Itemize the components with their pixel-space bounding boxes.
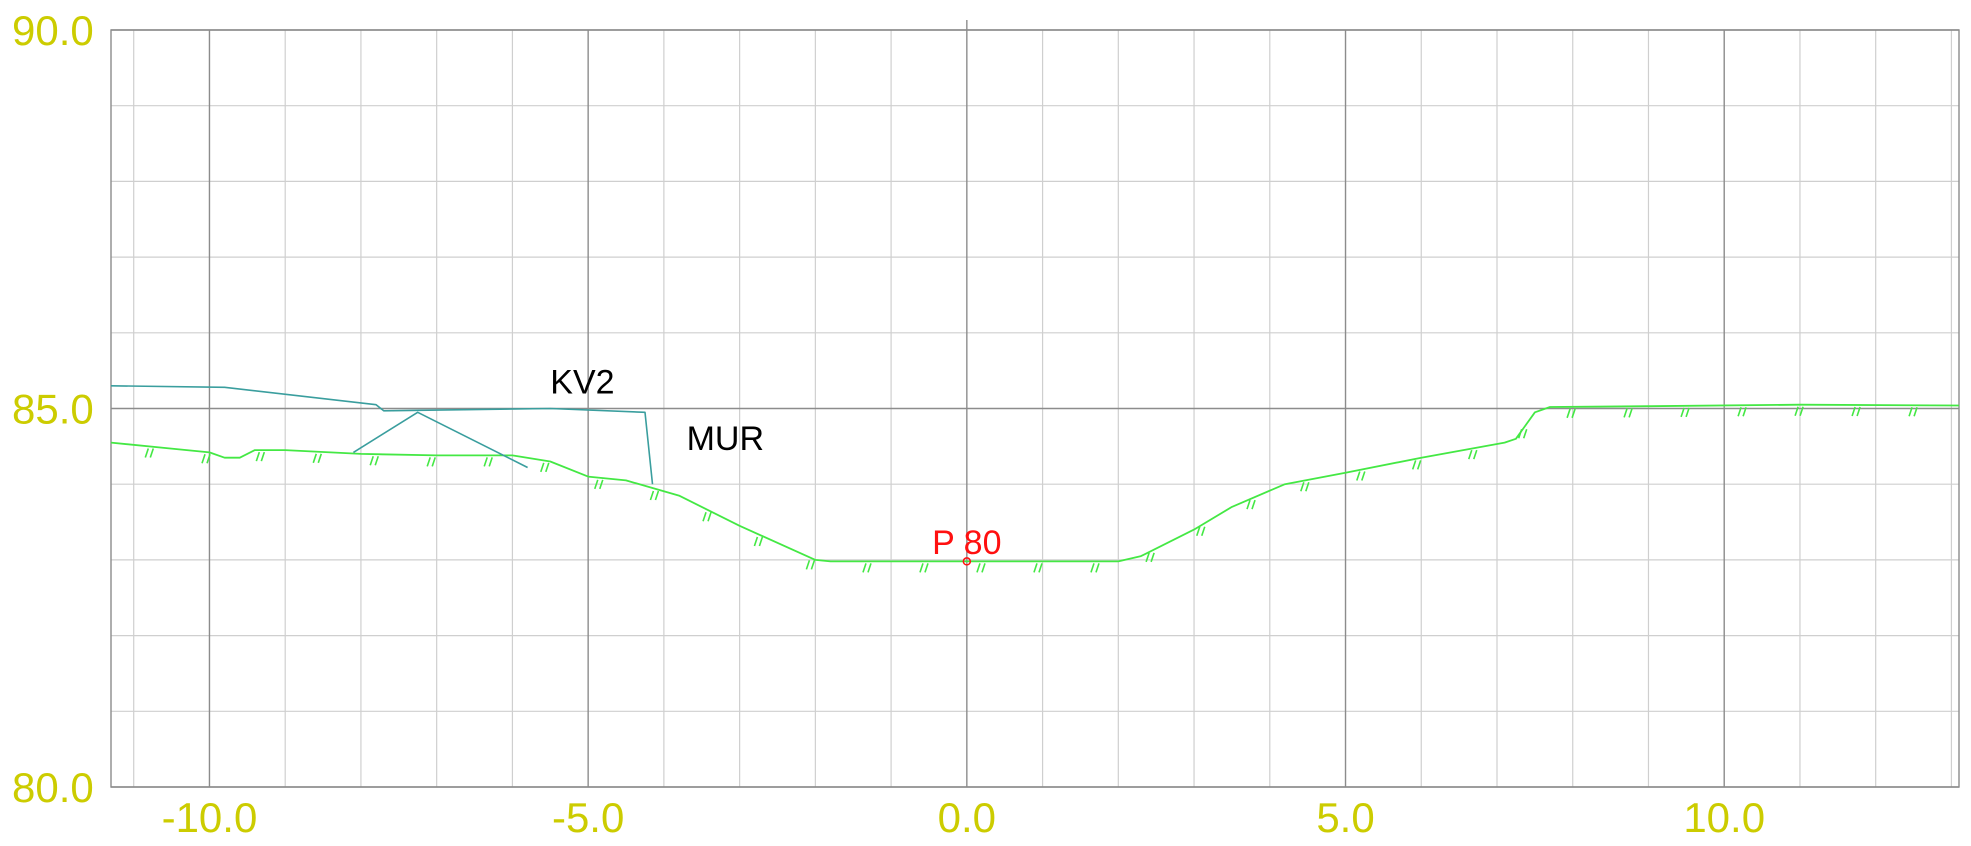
terrain-hatch-mark bbox=[1737, 407, 1742, 417]
survey-point-marker bbox=[962, 557, 972, 566]
terrain-hatch-mark bbox=[810, 560, 816, 570]
terrain-hatch-mark bbox=[1251, 499, 1256, 510]
terrain-hatch-mark bbox=[976, 563, 981, 573]
annotation-label: KV2 bbox=[550, 363, 614, 401]
terrain-hatch-mark bbox=[702, 512, 707, 522]
terrain-hatch-mark bbox=[483, 457, 488, 467]
terrain-hatch-mark bbox=[317, 453, 323, 464]
x-tick-label: -10.0 bbox=[162, 794, 258, 841]
plot-frame bbox=[110, 29, 1960, 788]
terrain-hatch-mark bbox=[1680, 407, 1685, 418]
terrain-hatch-mark bbox=[426, 457, 431, 467]
terrain-hatch-mark bbox=[1799, 406, 1804, 416]
terrain-hatch-mark bbox=[862, 563, 867, 573]
terrain-hatch-mark bbox=[1794, 406, 1799, 416]
structure-line-2 bbox=[352, 411, 528, 469]
y-tick-label: 85.0 bbox=[12, 386, 94, 433]
x-tick-label: 5.0 bbox=[1316, 794, 1374, 841]
x-tick-label: 10.0 bbox=[1683, 794, 1765, 841]
annotation-label: MUR bbox=[687, 420, 764, 458]
terrain-hatch-mark bbox=[1411, 460, 1417, 470]
terrain-hatch-mark bbox=[488, 457, 493, 467]
structure-line-kv2 bbox=[110, 385, 654, 485]
y-tick-label: 80.0 bbox=[12, 764, 94, 811]
annotations: KV2 MUR P 80 bbox=[550, 363, 1001, 561]
x-axis-tick-labels: -10.0 -5.0 0.0 5.0 10.0 bbox=[162, 794, 1765, 841]
terrain-hatch-mark bbox=[758, 536, 764, 547]
y-tick-label: 90.0 bbox=[12, 7, 94, 54]
terrain-hatch-mark bbox=[707, 512, 712, 522]
y-axis-tick-labels: 80.0 85.0 90.0 bbox=[12, 7, 94, 811]
terrain-hatch-mark bbox=[1685, 407, 1690, 418]
terrain-hatch-mark bbox=[201, 453, 206, 464]
terrain-hatch-mark bbox=[1571, 408, 1576, 419]
terrain-hatch-mark bbox=[867, 563, 872, 573]
terrain-hatch-mark bbox=[149, 448, 155, 458]
terrain-hatch-mark bbox=[1300, 481, 1305, 492]
terrain-hatch-mark bbox=[545, 462, 550, 473]
terrain-hatch-mark bbox=[431, 457, 436, 467]
series-layer bbox=[110, 385, 1960, 563]
terrain-hatch-mark bbox=[1472, 449, 1478, 460]
terrain-hatch-mark bbox=[1095, 563, 1100, 573]
terrain-hatch-mark bbox=[1246, 499, 1251, 510]
terrain-hatch-mark bbox=[1851, 406, 1856, 417]
points-of-interest bbox=[962, 557, 972, 566]
terrain-hatch-mark bbox=[753, 536, 759, 547]
terrain-hatch-mark bbox=[1038, 563, 1043, 573]
x-tick-label: 0.0 bbox=[938, 794, 996, 841]
terrain-hatch-mark bbox=[924, 563, 929, 573]
terrain-hatch-mark bbox=[1150, 552, 1155, 563]
terrain-hatch-mark bbox=[1200, 526, 1206, 536]
annotation-label: P 80 bbox=[932, 524, 1001, 562]
plot-area-border bbox=[110, 29, 1960, 788]
terrain-hatch-mark bbox=[1628, 408, 1633, 418]
terrain-profile-line bbox=[110, 403, 1960, 563]
terrain-hatch-mark bbox=[654, 490, 660, 501]
terrain-hatch-mark bbox=[312, 453, 318, 464]
terrain-hatch-mark bbox=[1522, 428, 1528, 439]
terrain-hatch-mark bbox=[260, 451, 266, 462]
terrain-hatch-mark bbox=[598, 479, 604, 490]
terrain-hatch-mark bbox=[1090, 563, 1095, 573]
terrain-hatch-mark bbox=[649, 490, 655, 501]
terrain-hatch-mark bbox=[1908, 407, 1913, 417]
terrain-hatch-mark bbox=[1517, 428, 1523, 439]
terrain-hatch-mark bbox=[1361, 471, 1366, 481]
terrain-hatch-mark bbox=[1566, 408, 1571, 419]
grid-major bbox=[111, 20, 1959, 788]
terrain-hatch-mark bbox=[540, 462, 545, 473]
terrain-hatch-mark bbox=[919, 563, 924, 573]
terrain-hatch-mark bbox=[1305, 481, 1310, 492]
terrain-hatch-mark bbox=[593, 479, 599, 490]
x-tick-label: -5.0 bbox=[552, 794, 624, 841]
terrain-hatch-mark bbox=[805, 560, 811, 570]
terrain-hatch-mark bbox=[1416, 460, 1422, 470]
terrain-hatch-mark bbox=[1145, 552, 1150, 563]
terrain-hatch-mark bbox=[1195, 526, 1201, 536]
terrain-hatch-mark bbox=[1623, 408, 1628, 418]
terrain-hatch-marks bbox=[144, 406, 1918, 573]
terrain-hatch-mark bbox=[1742, 407, 1747, 417]
terrain-hatch-mark bbox=[255, 451, 261, 462]
terrain-hatch-mark bbox=[369, 455, 374, 466]
terrain-hatch-mark bbox=[206, 453, 211, 464]
terrain-hatch-mark bbox=[1467, 449, 1473, 460]
terrain-hatch-mark bbox=[374, 455, 379, 466]
terrain-hatch-mark bbox=[1033, 563, 1038, 573]
terrain-hatch-mark bbox=[1856, 406, 1861, 417]
terrain-hatch-mark bbox=[1356, 471, 1361, 481]
terrain-hatch-mark bbox=[981, 563, 986, 573]
terrain-hatch-mark bbox=[144, 448, 150, 458]
terrain-hatch-mark bbox=[1913, 407, 1918, 417]
